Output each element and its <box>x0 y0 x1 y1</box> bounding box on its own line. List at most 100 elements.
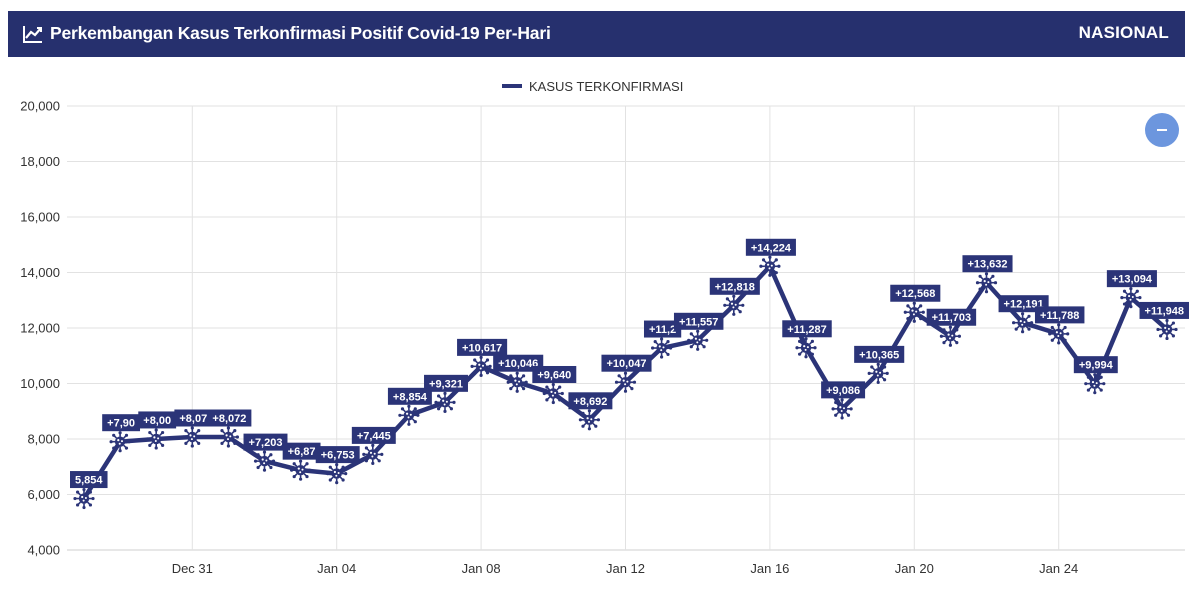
data-label-box <box>102 414 141 432</box>
data-label: +7,203 <box>249 437 283 449</box>
data-point[interactable] <box>650 336 673 360</box>
chart-title: Perkembangan Kasus Terkonfirmasi Positif… <box>50 23 551 43</box>
data-label-box <box>282 442 321 460</box>
data-point[interactable] <box>505 370 529 394</box>
data-label: +9,994 <box>1079 360 1114 372</box>
data-label: +13,094 <box>1112 274 1153 286</box>
data-label: +7,445 <box>357 430 391 442</box>
data-point[interactable] <box>902 300 926 324</box>
data-point[interactable] <box>1047 322 1071 346</box>
data-point[interactable] <box>144 427 168 451</box>
data-label-box <box>821 381 866 399</box>
data-point[interactable] <box>578 408 601 432</box>
chart-legend[interactable]: KASUS TERKONFIRMASI <box>502 79 683 94</box>
data-label-box <box>601 354 652 372</box>
zoom-out-button[interactable] <box>1145 113 1179 147</box>
data-point[interactable] <box>469 354 493 378</box>
data-label: +11,948 <box>1145 305 1184 317</box>
data-point[interactable] <box>866 361 890 385</box>
data-label-box <box>493 354 544 372</box>
data-label-box <box>532 365 577 383</box>
data-label-box <box>709 277 760 295</box>
y-tick-label: 4,000 <box>27 543 60 558</box>
x-tick-label: Jan 12 <box>606 561 645 576</box>
data-point[interactable] <box>1155 318 1179 341</box>
data-label: +11,2 <box>649 324 676 336</box>
data-label: +12,568 <box>895 288 935 300</box>
data-point[interactable] <box>541 382 565 405</box>
data-point[interactable] <box>433 390 457 414</box>
data-label: +9,321 <box>429 378 463 390</box>
data-label: +10,617 <box>462 342 502 354</box>
data-point[interactable] <box>1083 372 1107 396</box>
data-label-box <box>1139 301 1189 319</box>
data-point[interactable] <box>361 443 385 466</box>
data-label-box <box>962 255 1013 273</box>
y-axis: 4,000 6,000 8,000 10,000 12,000 14,000 16,000 1… <box>20 99 60 558</box>
data-point[interactable] <box>108 430 132 454</box>
y-tick-label: 6,000 <box>27 487 60 502</box>
chart-header: Perkembangan Kasus Terkonfirmasi Positif… <box>8 11 1185 57</box>
data-label-box <box>243 433 288 451</box>
data-point[interactable] <box>758 254 782 278</box>
data-label-box <box>387 387 432 405</box>
data-label-box <box>207 409 252 427</box>
data-point[interactable] <box>180 425 204 449</box>
data-label-box <box>138 411 177 429</box>
x-tick-label: Jan 20 <box>895 561 934 576</box>
data-point[interactable] <box>216 425 240 449</box>
x-tick-label: Jan 24 <box>1039 561 1078 576</box>
minus-icon <box>1157 129 1167 131</box>
y-tick-label: 12,000 <box>20 321 60 336</box>
data-label: +9,640 <box>537 369 571 381</box>
x-tick-label: Jan 16 <box>750 561 789 576</box>
y-tick-label: 16,000 <box>20 210 60 225</box>
data-label-box <box>315 446 360 464</box>
data-label: +11,557 <box>679 316 718 328</box>
trend-line-icon <box>23 26 42 43</box>
data-label: +10,365 <box>859 349 899 361</box>
data-point[interactable] <box>253 449 276 473</box>
y-tick-label: 8,000 <box>27 432 60 447</box>
x-tick-label: Jan 04 <box>317 561 356 576</box>
scope-label: NASIONAL <box>1078 23 1169 42</box>
data-label-box <box>890 284 941 302</box>
data-point[interactable] <box>722 293 746 317</box>
data-point[interactable] <box>1011 311 1034 335</box>
line-chart: KASUS TERKONFIRMASI 4,000 6,000 8,000 10,00… <box>20 79 1189 576</box>
data-label-box <box>782 320 832 338</box>
data-point[interactable] <box>614 370 637 394</box>
data-point[interactable] <box>289 458 313 482</box>
data-label: +8,692 <box>573 396 607 408</box>
data-point[interactable] <box>686 328 710 352</box>
data-label-box <box>1034 306 1085 324</box>
data-point[interactable] <box>325 462 349 486</box>
data-point[interactable] <box>975 271 998 295</box>
data-point[interactable] <box>1119 286 1143 310</box>
data-label: +8,07 <box>179 413 207 425</box>
data-label: +14,224 <box>751 242 792 254</box>
data-label-box <box>854 345 905 363</box>
data-label: +12,191 <box>1004 299 1044 311</box>
x-tick-label: Dec 31 <box>172 561 213 576</box>
data-label: +10,046 <box>498 358 538 370</box>
data-label-box <box>1073 356 1118 374</box>
data-point[interactable] <box>72 487 96 510</box>
data-point[interactable] <box>794 336 818 360</box>
data-point[interactable] <box>397 403 421 427</box>
data-label-box <box>568 392 613 410</box>
data-label-box <box>70 471 108 489</box>
x-tick-label: Jan 08 <box>462 561 501 576</box>
data-point[interactable] <box>939 324 962 348</box>
data-label-box <box>424 374 468 392</box>
data-label: +11,287 <box>787 324 826 336</box>
data-label: +12,818 <box>715 281 755 293</box>
data-label: +8,072 <box>212 413 246 425</box>
data-point[interactable] <box>830 397 854 421</box>
data-label: +6,753 <box>321 450 355 462</box>
data-label: +11,788 <box>1040 310 1079 322</box>
data-label-box <box>1106 270 1157 288</box>
y-tick-label: 10,000 <box>20 376 60 391</box>
data-label: +8,854 <box>393 391 428 403</box>
data-label: +7,90 <box>107 418 135 430</box>
